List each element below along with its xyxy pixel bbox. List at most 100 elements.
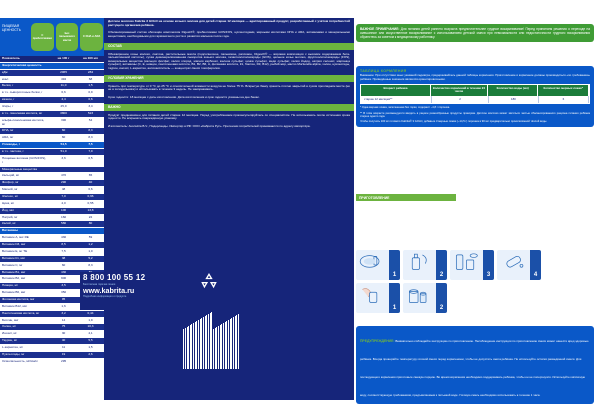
barcode-bar — [237, 314, 240, 369]
nutrition-cell: Йод, мкг — [2, 207, 15, 212]
body-text: Изготовитель: Ausnutria B.V., Нидерланды… — [108, 123, 311, 128]
nutrition-cell: 4,4 — [61, 97, 66, 102]
feeding-table: Возраст ребенка Количество кормлений в т… — [360, 83, 590, 105]
preparation-step-number: 4 — [530, 250, 541, 280]
nutrition-cell — [77, 167, 104, 173]
table-row: Витамин А, мкг RE 430 59 — [0, 235, 104, 243]
important-notice: ВАЖНОЕ ПРИМЕЧАНИЕ: Для питания детей ран… — [356, 24, 594, 43]
preparation-step-number: 1 — [389, 283, 400, 313]
table-row: старше 12 месяцев** 2 180 6 — [361, 95, 589, 104]
nutrition-cell: 11 — [61, 344, 66, 349]
table-row: ккал 494 68 — [0, 76, 104, 84]
nutrition-cell: 22 — [88, 214, 93, 219]
nutrition-cell: 2065 — [60, 69, 67, 74]
barcode-bar — [199, 319, 201, 369]
hotline-phone[interactable]: 8 800 100 55 12 — [83, 273, 146, 282]
cell-scoops: 6 — [539, 95, 589, 104]
notice-label: ВАЖНОЕ ПРИМЕЧАНИЕ: — [360, 27, 400, 31]
section-header: УСЛОВИЯ ХРАНЕНИЯ — [104, 74, 354, 82]
table-row: в т.ч. линолевая кислота, мг 3800 523 — [0, 110, 104, 118]
preparation-step: 1 — [356, 250, 400, 280]
table-row: Энергетическая ценность — [0, 62, 104, 70]
nutrition-cell: Энергетическая ценность — [2, 62, 42, 67]
feeding-footnote: ** В этом возрасте рекомендуется вводить… — [360, 111, 590, 118]
preparation-step-illustration — [452, 252, 481, 278]
barcode-bar — [217, 326, 220, 369]
nutrition-cell: Пищевые волокна (GOS/FOS), г — [2, 155, 47, 164]
barcode-bar — [206, 315, 208, 369]
barcode-bar — [232, 317, 235, 369]
nutrition-cell: Витамин D3, мкг — [2, 242, 26, 247]
col-header-water: Количество воды (мл) — [488, 84, 539, 96]
nutrition-cell: 60 — [61, 128, 66, 133]
body-text: Сбалансированный состав обогащён комплек… — [108, 30, 350, 38]
nutrition-cell: 100 — [60, 207, 67, 212]
nutrition-cell: 3,6 — [61, 155, 66, 160]
feeding-table-box: ТАБЛИЦА КОРМЛЕНИЯ Внимание: При отсутств… — [356, 66, 594, 127]
nutrition-cell: Витамин В2, мкг — [2, 276, 26, 281]
nutrition-cell: Пантотеновая кислота, мг — [2, 310, 40, 315]
table-row: Витамин С, мг 60 8,3 — [0, 262, 104, 270]
feature-badges: С пребиотиками Без пальмового масла С DH… — [31, 23, 104, 51]
col-header-scoops: Количество мерных ложек* — [538, 84, 589, 96]
nutrition-cell: 1,0 — [88, 248, 93, 253]
nutrition-cell: Витамины — [2, 228, 19, 233]
preparation-steps-row: 1 2 3 4 — [356, 250, 594, 280]
nutrition-cell: 8,3 — [88, 128, 93, 133]
barcode-bar — [186, 327, 188, 369]
nutrition-cell: 65 — [88, 173, 93, 178]
table-row: кДж 2065 284 — [0, 69, 104, 77]
website-link[interactable]: www.kabrita.ru — [83, 286, 135, 295]
nutrition-cell: 5,2 — [88, 255, 93, 260]
barcode-bar — [191, 324, 193, 369]
nutrition-cell: 59 — [77, 270, 104, 276]
nutrition-title: ПИЩЕВАЯ ЦЕННОСТЬ — [2, 24, 21, 33]
barcode-bar — [183, 329, 185, 369]
barcode-bar — [211, 312, 213, 369]
nutrition-cell: Витамин Е, мг TE — [2, 248, 28, 253]
body-text: Срок годности: 18 месяцев с даты изготов… — [108, 95, 260, 99]
nutrition-cell: 51,0 — [60, 149, 67, 154]
barcode-bar — [231, 318, 233, 369]
table-row: Нуклеотиды, мг 19 2,6 — [0, 351, 104, 359]
feature-badge: Без пальмового масла — [55, 23, 79, 51]
nutrition-cell: 68 — [88, 76, 93, 81]
table-row: Кальций, мг 470 65 — [0, 173, 104, 181]
nutrition-cell: Таурин, мг — [2, 338, 18, 343]
nutrition-cell: 30 — [61, 331, 66, 336]
nutrition-cell: 38 — [61, 255, 66, 260]
nutrition-cell: 11,0 — [60, 83, 67, 88]
nutrition-cell: 54,5 — [60, 142, 67, 147]
right-panel: ВАЖНОЕ ПРИМЕЧАНИЕ: Для питания детей ран… — [354, 18, 600, 404]
body-text: Детское молочко Kabrita 3 GOLD на основе… — [108, 19, 350, 27]
nutrition-cell: Витамин В12, мкг — [2, 303, 28, 308]
nutrition-cell: 0,9 — [88, 90, 93, 95]
barcode-bar — [194, 322, 196, 369]
warning-text: Внимательно соблюдайте инструкцию по при… — [360, 339, 589, 397]
cell-feedings: 2 — [432, 95, 489, 104]
contact-block: 8 800 100 55 12 Бесплатная горячая линия… — [80, 272, 201, 310]
table-row: Витамин D3, мкг 8,5 1,2 — [0, 242, 104, 249]
nutrition-cell: Калий, мг — [2, 221, 16, 226]
nutrition-cell — [77, 63, 104, 69]
nutrition-cell: 5,5 — [88, 338, 93, 343]
nutrition-cell: Ниацин, мг — [2, 283, 18, 288]
barcode-bar — [226, 321, 228, 369]
nutrition-cell: 4,1 — [88, 331, 93, 336]
notice-text: Для питания детей раннего возраста предп… — [360, 27, 590, 40]
nutrition-cell: 48 — [61, 187, 66, 192]
nutrition-cell: 0,96 — [87, 194, 94, 199]
nutrition-cell: Витамин В6, мкг — [2, 290, 26, 295]
nutrition-cell: 7,0 — [61, 194, 66, 199]
nutrition-cell: Фолиевая кислота, мкг — [2, 296, 35, 301]
table-row: Холин, мг 75 10,3 — [0, 324, 104, 332]
nutrition-cell: 430 — [60, 235, 67, 240]
table-row: Витамины — [0, 228, 104, 236]
table-row: Натрий, мг 160 22 — [0, 214, 104, 222]
nutrition-cell: 1,2 — [88, 242, 93, 247]
nutrition-cell: 350 — [60, 290, 67, 295]
table-row: L-карнитин, мг 11 1,5 — [0, 344, 104, 352]
preparation-step: 1 — [356, 283, 400, 313]
nutrition-table-header: Показатель на 100 г на 100 мл — [0, 56, 104, 63]
nutrition-cell: Витамин С, мг — [2, 262, 23, 267]
